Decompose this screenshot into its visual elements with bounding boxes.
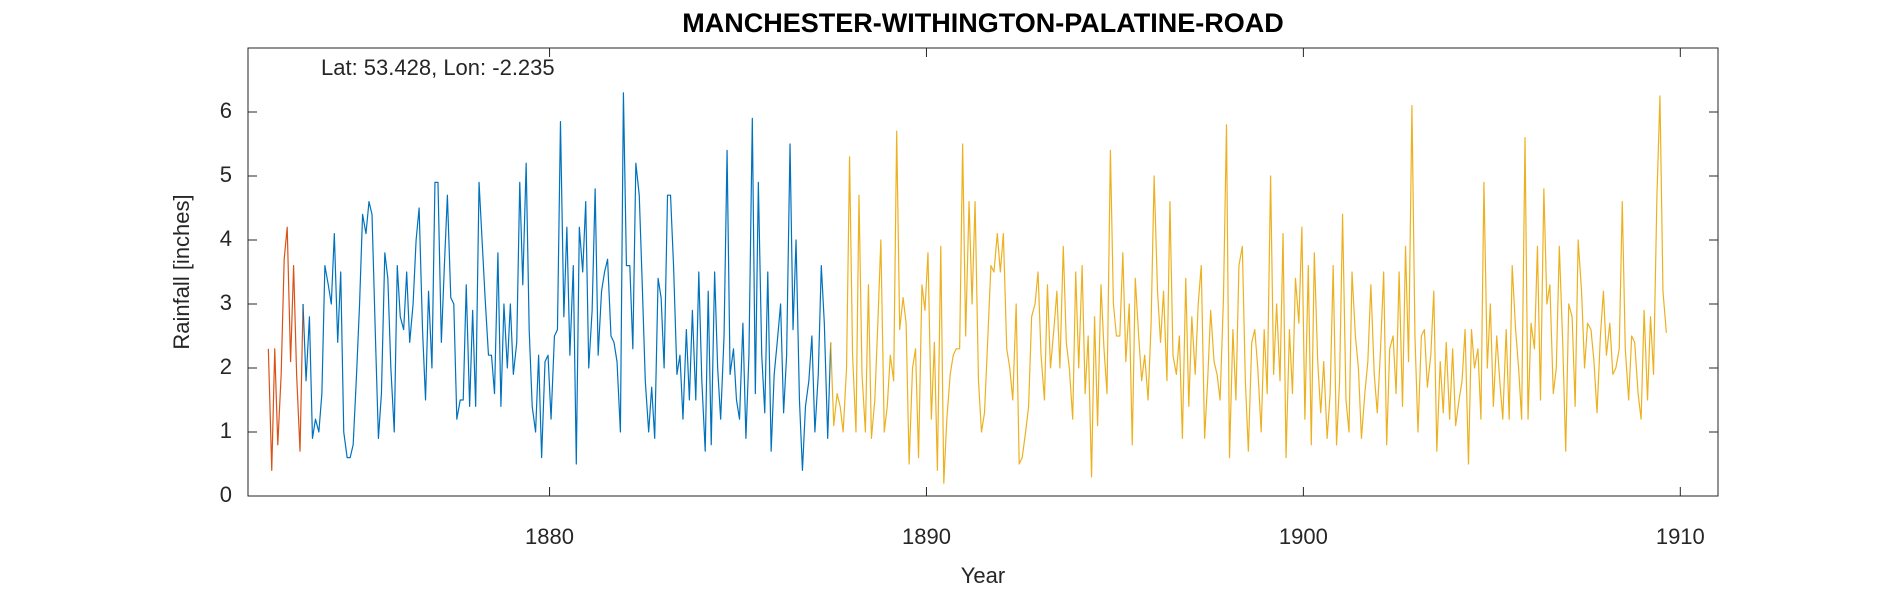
x-tick-label: 1900	[1279, 524, 1328, 549]
annotation: Lat: 53.428, Lon: -2.235	[321, 55, 555, 80]
y-tick-label: 6	[220, 98, 232, 123]
y-tick-label: 5	[220, 162, 232, 187]
y-tick-label: 2	[220, 354, 232, 379]
y-tick-label: 3	[220, 290, 232, 315]
y-axis-label: Rainfall [inches]	[169, 194, 194, 349]
x-tick-label: 1910	[1656, 524, 1705, 549]
y-tick-label: 4	[220, 226, 232, 251]
data-line	[830, 95, 1667, 484]
chart-title: MANCHESTER-WITHINGTON-PALATINE-ROAD	[682, 8, 1283, 38]
plot-frame	[247, 47, 1719, 497]
x-tick-label: 1880	[525, 524, 574, 549]
x-tick-label: 1890	[902, 524, 951, 549]
x-axis-label: Year	[961, 563, 1005, 588]
data-line	[302, 92, 832, 471]
y-tick-label: 1	[220, 418, 232, 443]
data-line	[267, 226, 304, 471]
y-tick-label: 0	[220, 482, 232, 507]
